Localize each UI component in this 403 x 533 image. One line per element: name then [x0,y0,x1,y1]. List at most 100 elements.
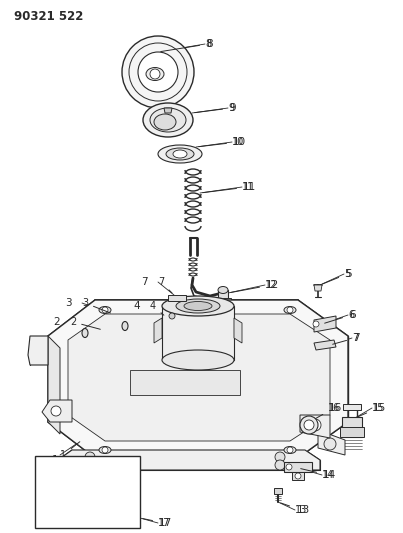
Polygon shape [168,295,186,301]
Ellipse shape [184,302,212,311]
Ellipse shape [218,287,228,294]
Ellipse shape [162,350,234,370]
Ellipse shape [143,103,193,137]
Text: 4: 4 [133,301,140,311]
Text: 6: 6 [349,310,355,320]
Text: 9: 9 [195,103,234,113]
Polygon shape [164,108,172,113]
Ellipse shape [146,68,164,80]
Circle shape [287,307,293,313]
Circle shape [295,473,301,479]
Ellipse shape [122,321,128,330]
Polygon shape [162,306,234,360]
Text: 1: 1 [60,442,80,460]
Polygon shape [314,340,336,350]
Polygon shape [42,400,72,422]
Text: 8: 8 [161,39,211,52]
Text: 15: 15 [373,403,386,413]
Circle shape [122,36,194,108]
Polygon shape [48,300,348,458]
Ellipse shape [82,328,88,337]
Text: 4: 4 [150,301,164,315]
Polygon shape [314,285,322,291]
Text: 3: 3 [82,298,110,313]
Text: 15: 15 [357,403,384,417]
Text: 14: 14 [301,469,334,480]
Text: 17: 17 [143,518,170,528]
Ellipse shape [166,148,194,160]
Text: 1: 1 [52,455,58,465]
Text: 10: 10 [233,137,246,147]
Ellipse shape [173,150,187,158]
Text: 10: 10 [199,137,244,147]
Circle shape [287,447,293,453]
Text: 7: 7 [353,333,359,343]
Polygon shape [300,415,330,438]
Text: 16: 16 [316,403,340,418]
Circle shape [51,406,61,416]
Polygon shape [343,404,361,410]
Circle shape [275,452,285,462]
Ellipse shape [284,447,296,454]
Circle shape [313,321,319,327]
Text: 17: 17 [159,518,172,528]
Text: 7: 7 [158,277,172,293]
Ellipse shape [158,145,202,163]
Circle shape [324,438,336,450]
Text: 90321 522: 90321 522 [14,10,83,22]
Polygon shape [58,450,320,470]
Text: 11: 11 [243,182,256,192]
Text: 2: 2 [53,317,60,327]
Polygon shape [318,430,345,455]
Ellipse shape [162,296,234,316]
Text: 12: 12 [266,280,279,290]
Text: 5: 5 [345,269,352,279]
Polygon shape [284,462,312,472]
Circle shape [138,52,178,92]
Text: 9: 9 [229,103,236,113]
Circle shape [275,460,285,470]
Polygon shape [28,336,48,365]
Text: 7: 7 [141,277,148,287]
Polygon shape [274,488,282,494]
Text: 6: 6 [325,310,354,323]
Polygon shape [68,314,330,441]
Text: 12: 12 [231,280,277,293]
Ellipse shape [154,114,176,130]
Polygon shape [215,298,231,304]
Text: 7: 7 [333,333,358,344]
Circle shape [90,460,100,470]
Ellipse shape [176,299,220,313]
Polygon shape [100,500,110,512]
Text: 13: 13 [297,505,310,515]
Circle shape [309,419,321,431]
Polygon shape [154,318,162,343]
Text: 2: 2 [70,317,100,329]
Text: 3: 3 [65,298,72,308]
Ellipse shape [99,306,111,313]
Polygon shape [51,500,61,512]
Polygon shape [342,417,362,437]
Ellipse shape [284,306,296,313]
Polygon shape [219,304,227,310]
Text: 13: 13 [280,503,307,515]
Polygon shape [340,427,364,437]
Circle shape [150,69,160,79]
Polygon shape [314,316,336,332]
Polygon shape [218,290,228,300]
Polygon shape [292,472,304,480]
Text: 8: 8 [206,39,213,49]
Circle shape [85,452,95,462]
Polygon shape [234,318,242,343]
Circle shape [286,464,292,470]
Circle shape [304,420,314,430]
Circle shape [102,447,108,453]
Ellipse shape [99,447,111,454]
Circle shape [129,43,187,101]
Circle shape [300,416,318,434]
Polygon shape [130,370,240,395]
Polygon shape [48,336,60,434]
Circle shape [102,307,108,313]
Text: 14: 14 [323,470,336,480]
Bar [35,456,140,528]
